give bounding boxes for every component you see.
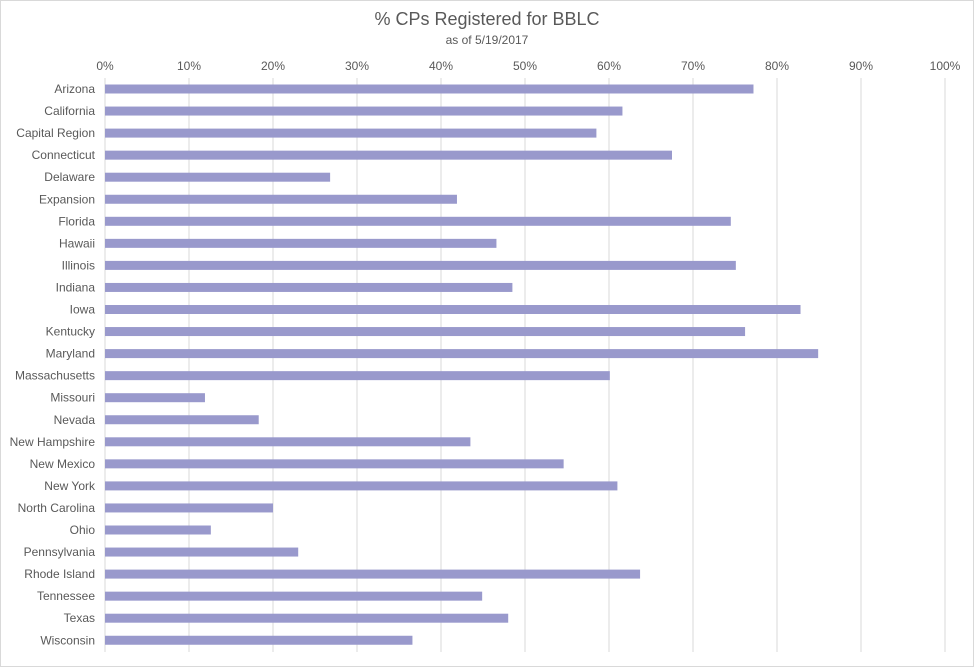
- x-tick-label: 60%: [597, 59, 621, 73]
- x-tick-label: 50%: [513, 59, 537, 73]
- bar: [105, 481, 618, 491]
- bar: [105, 569, 641, 579]
- chart-subtitle: as of 5/19/2017: [445, 33, 529, 47]
- y-category-label: Delaware: [44, 170, 95, 184]
- y-category-label: Massachusetts: [15, 369, 95, 383]
- y-category-label: Nevada: [54, 413, 96, 427]
- bar: [105, 128, 597, 138]
- y-category-label: Hawaii: [59, 236, 95, 250]
- bar: [105, 282, 513, 292]
- x-tick-label: 70%: [681, 59, 705, 73]
- y-category-label: Capital Region: [16, 126, 95, 140]
- y-category-label: New York: [44, 479, 96, 493]
- bar: [105, 305, 801, 314]
- y-category-label: Tennessee: [37, 589, 95, 603]
- bar: [105, 503, 273, 513]
- chart-title: % CPs Registered for BBLC: [374, 9, 600, 29]
- bar: [105, 415, 259, 425]
- y-category-label: Expansion: [39, 192, 95, 206]
- bar: [105, 106, 623, 116]
- x-tick-label: 30%: [345, 59, 369, 73]
- y-category-label: Rhode Island: [24, 567, 95, 581]
- bar: [105, 547, 299, 557]
- y-category-label: Wisconsin: [40, 633, 95, 647]
- y-category-label: Florida: [58, 214, 95, 228]
- x-tick-label: 0%: [96, 59, 114, 73]
- bar: [105, 613, 509, 623]
- x-tick-label: 40%: [429, 59, 453, 73]
- bar: [105, 194, 457, 204]
- y-category-label: Pennsylvania: [24, 545, 96, 559]
- bar: [105, 591, 483, 601]
- y-category-label: New Mexico: [30, 457, 96, 471]
- x-axis-ticks: 0% 10% 20% 30% 40% 50% 60% 70% 80% 90% 100%: [96, 59, 960, 73]
- bar: [105, 371, 610, 381]
- x-tick-label: 10%: [177, 59, 201, 73]
- bar: [105, 635, 413, 645]
- bars: [105, 84, 819, 645]
- y-category-label: Illinois: [62, 258, 95, 272]
- y-category-label: Kentucky: [46, 325, 95, 339]
- y-category-label: Ohio: [70, 523, 96, 537]
- y-category-label: Arizona: [54, 82, 95, 96]
- y-category-label: Iowa: [70, 303, 96, 317]
- y-category-label: Missouri: [50, 391, 95, 405]
- gridlines: [104, 78, 946, 652]
- bar: [105, 525, 211, 535]
- bar: [105, 459, 564, 469]
- bar: [105, 437, 471, 447]
- y-category-label: North Carolina: [18, 501, 96, 515]
- bar: [105, 238, 497, 248]
- y-category-label: California: [44, 104, 95, 118]
- x-tick-label: 20%: [261, 59, 285, 73]
- bar: [105, 84, 754, 94]
- y-category-label: Indiana: [56, 280, 96, 294]
- y-category-label: Connecticut: [32, 148, 96, 162]
- y-category-label: Maryland: [46, 347, 95, 361]
- x-tick-label: 80%: [765, 59, 789, 73]
- y-category-label: New Hampshire: [10, 435, 96, 449]
- bar: [105, 150, 672, 160]
- y-axis-labels: Arizona California Capital Region Connectic…: [10, 82, 96, 647]
- bar: [105, 393, 205, 403]
- bar: [105, 327, 746, 337]
- x-tick-label: 100%: [930, 59, 961, 73]
- x-tick-label: 90%: [849, 59, 873, 73]
- bar: [105, 260, 736, 270]
- y-category-label: Texas: [64, 611, 95, 625]
- bar: [105, 172, 331, 182]
- bar: [105, 216, 731, 226]
- bar: [105, 349, 819, 359]
